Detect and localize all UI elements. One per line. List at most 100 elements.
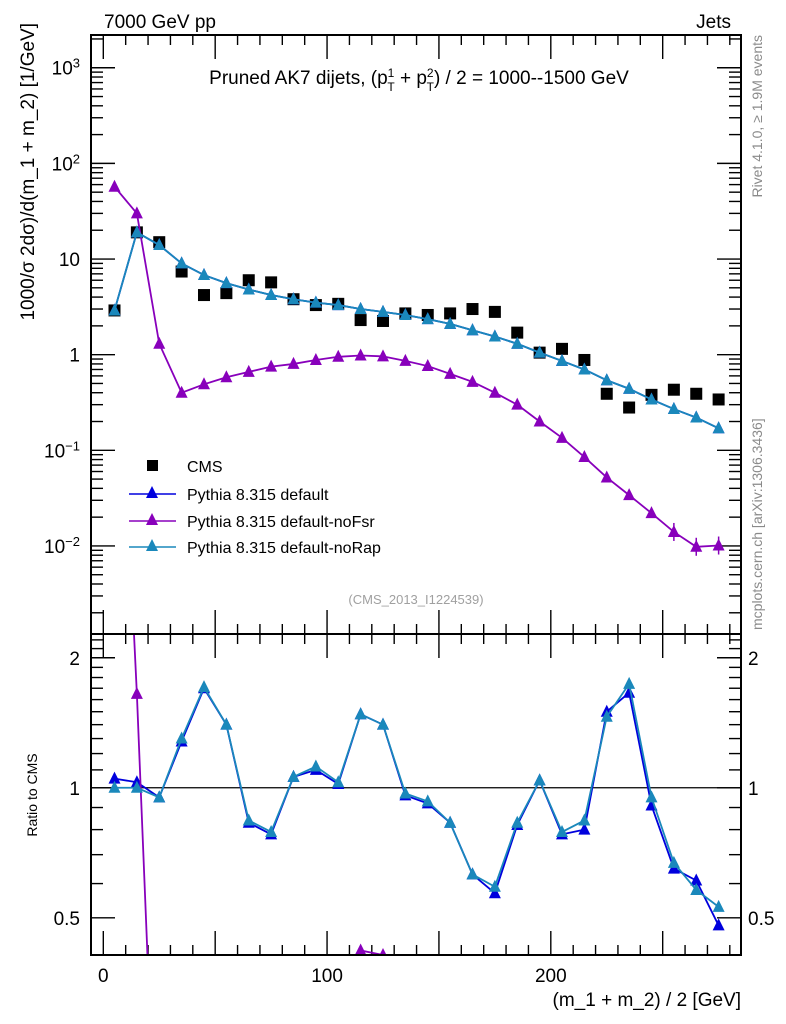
series-point-2: [242, 364, 255, 377]
series-point-3: [690, 410, 703, 423]
series-line-3: [113, 231, 720, 430]
ratio-point-2: [376, 717, 389, 730]
main-series-layer: [108, 179, 725, 556]
cms-data-point: [555, 342, 568, 355]
series-point-3: [645, 392, 658, 405]
cms-data-point: [623, 401, 636, 414]
legend-label-cms: CMS: [187, 459, 223, 476]
series-point-2: [332, 349, 345, 362]
ratio-point-2: [488, 879, 501, 892]
series-point-3: [175, 256, 188, 269]
ratio-point-2: [466, 867, 479, 880]
ratio-y-tick-label-right: 1: [748, 779, 759, 800]
ratio-point-0: [108, 771, 121, 784]
ratio-point-2: [555, 824, 568, 837]
series-point-3: [399, 307, 412, 320]
series-point-2: [533, 414, 546, 427]
series-line-1: [113, 231, 720, 430]
ratio-point-1: [354, 943, 367, 955]
series-point-3: [533, 345, 546, 358]
ratio-point-2: [287, 769, 300, 782]
ratio-y-tick-label-right: 2: [748, 649, 759, 670]
ratio-point-2: [220, 717, 233, 730]
series-point-3: [197, 268, 210, 281]
ratio-point-0: [488, 886, 501, 899]
ratio-series-layer: [108, 634, 725, 955]
cms-data-point: [197, 289, 210, 302]
series-point-2: [623, 488, 636, 501]
series-point-3: [600, 373, 613, 386]
ratio-point-2: [108, 780, 121, 793]
series-point-3: [265, 288, 278, 301]
series-point-3: [623, 381, 636, 394]
ratio-point-2: [265, 824, 278, 837]
series-point-3: [354, 302, 367, 315]
cms-data-point: [712, 393, 725, 406]
main-plot-title: Pruned AK7 dijets, (p1 T + p2 T) / 2 = 100…: [209, 66, 629, 94]
series-point-2: [108, 179, 121, 192]
cms-data-point: [376, 314, 389, 327]
ratio-point-2: [533, 773, 546, 786]
header-category-label: Jets: [696, 12, 731, 33]
main-y-axis-label: 1000/σ 2dσ)/d(m_1 + m_2) [1/GeV]: [18, 23, 39, 321]
analysis-id-watermark: (CMS_2013_I1224539): [348, 592, 483, 607]
ratio-y-tick-label-right: 0.5: [748, 909, 774, 930]
ratio-point-2: [309, 759, 322, 772]
series-point-3: [108, 303, 121, 316]
ratio-point-2: [153, 790, 166, 803]
x-tick-label: 200: [535, 966, 567, 987]
series-point-3: [332, 298, 345, 311]
cms-data-point: [265, 276, 278, 289]
x-tick-label: 0: [98, 966, 109, 987]
series-point-3: [444, 316, 457, 329]
series-point-2: [488, 385, 501, 398]
series-point-2: [399, 353, 412, 366]
ratio-y-tick-label-left: 0.5: [54, 909, 80, 930]
cms-data-point: [242, 274, 255, 287]
legend: CMS Pythia 8.315 default Pythia 8.315 de…: [129, 459, 381, 557]
series-point-2: [130, 206, 143, 219]
ratio-point-2: [399, 786, 412, 799]
y-tick-label: 10−2: [44, 533, 80, 558]
series-point-2: [466, 374, 479, 387]
series-point-3: [421, 312, 434, 325]
series-point-2: [287, 356, 300, 369]
ratio-point-1: [379, 948, 387, 955]
series-point-2: [511, 397, 524, 410]
ratio-point-2: [712, 899, 725, 912]
ratio-line-2: [114, 681, 720, 908]
cms-data-point: [488, 305, 501, 318]
series-point-3: [466, 323, 479, 336]
ratio-point-2: [645, 790, 658, 803]
series-point-3: [488, 329, 501, 342]
legend-marker-cms: [147, 460, 158, 471]
series-point-3: [309, 295, 322, 308]
ratio-point-2: [600, 709, 613, 722]
ratio-point-2: [332, 775, 345, 788]
series-point-3: [712, 421, 725, 434]
y-tick-label: 10−1: [44, 438, 80, 463]
series-point-3: [130, 225, 143, 238]
ratio-point-2: [690, 882, 703, 895]
ratio-plot-frame: [90, 633, 742, 956]
cms-data-point: [690, 387, 703, 400]
series-point-2: [265, 359, 278, 372]
ratio-point-2: [578, 813, 591, 826]
y-tick-label: 102: [52, 151, 80, 176]
ratio-point-0: [712, 918, 725, 931]
legend-label-nofsr: Pythia 8.315 default-noFsr: [187, 514, 375, 531]
ratio-point-2: [242, 813, 255, 826]
cms-data-point: [511, 326, 524, 339]
ratio-point-2: [444, 815, 457, 828]
series-point-2: [153, 336, 166, 349]
cms-data-point: [220, 287, 233, 300]
cms-data-point: [444, 307, 457, 320]
y-tick-label: 10: [59, 250, 80, 271]
cms-data-point: [466, 303, 479, 316]
ratio-point-2: [354, 707, 367, 720]
series-point-2: [175, 385, 188, 398]
ratio-point-1: [130, 686, 143, 699]
series-point-2: [354, 348, 367, 361]
legend-label-default: Pythia 8.315 default: [187, 487, 329, 504]
